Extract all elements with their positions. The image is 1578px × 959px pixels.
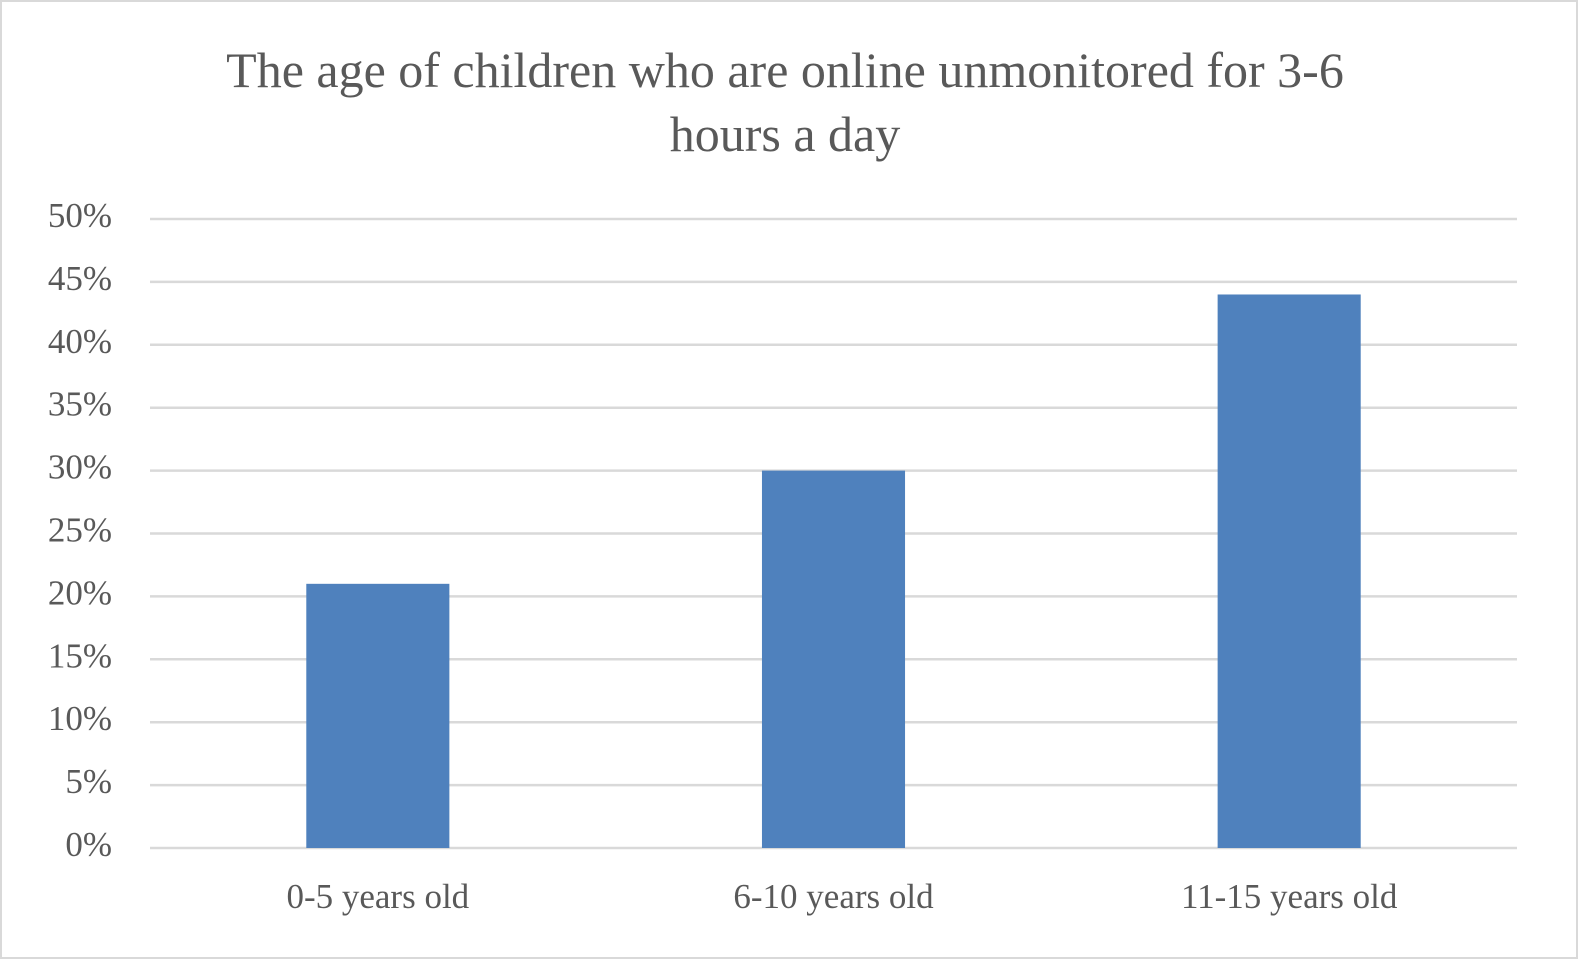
- y-tick-label: 0%: [65, 825, 112, 864]
- y-tick-label: 5%: [65, 762, 112, 801]
- y-tick-label: 50%: [48, 196, 112, 235]
- y-tick-label: 20%: [48, 573, 112, 612]
- chart-title: The age of children who are online unmon…: [226, 42, 1344, 162]
- bar: [1217, 294, 1361, 849]
- y-tick-label: 45%: [48, 259, 112, 298]
- y-tick-label: 25%: [48, 511, 112, 550]
- x-tick-label: 6-10 years old: [733, 877, 934, 916]
- bar: [761, 470, 906, 848]
- x-tick-label: 0-5 years old: [286, 877, 469, 916]
- bar: [306, 583, 450, 848]
- y-tick-label: 10%: [48, 699, 112, 738]
- y-tick-label: 30%: [48, 448, 112, 487]
- x-tick-label: 11-15 years old: [1181, 877, 1398, 916]
- y-tick-label: 40%: [48, 322, 112, 361]
- y-tick-label: 15%: [48, 636, 112, 675]
- y-tick-label: 35%: [48, 385, 112, 424]
